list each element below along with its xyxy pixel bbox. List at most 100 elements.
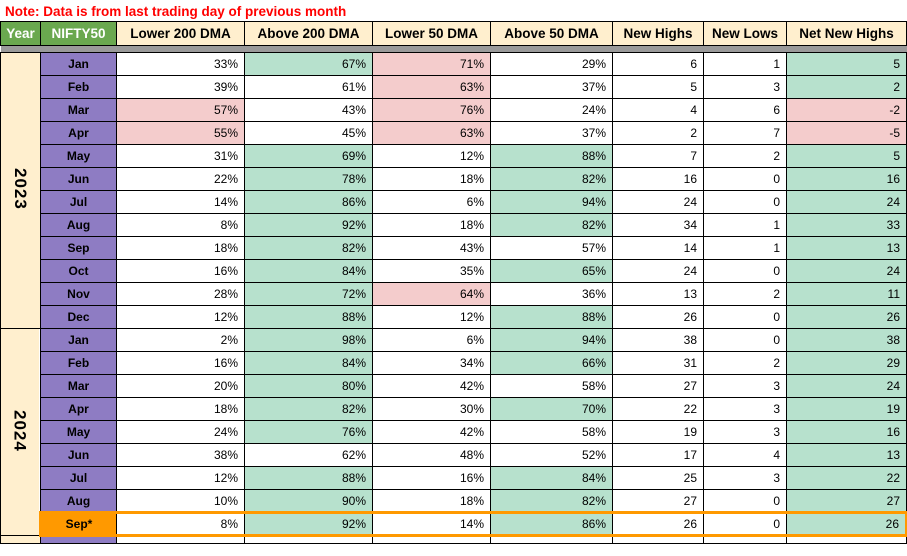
data-cell[interactable]: 76% bbox=[372, 98, 491, 122]
data-cell[interactable]: 0 bbox=[703, 328, 787, 352]
month-cell[interactable]: Apr bbox=[40, 121, 117, 145]
data-cell[interactable]: 63% bbox=[372, 75, 491, 99]
data-cell[interactable]: 14% bbox=[372, 511, 491, 537]
month-cell[interactable]: Dec bbox=[40, 305, 117, 329]
data-cell[interactable]: 90% bbox=[244, 489, 373, 513]
data-cell[interactable]: 24 bbox=[612, 190, 704, 214]
data-cell[interactable]: 7 bbox=[612, 144, 704, 168]
data-cell[interactable]: 33 bbox=[786, 213, 907, 237]
data-cell[interactable]: 26 bbox=[612, 511, 704, 537]
month-cell[interactable]: May bbox=[40, 420, 117, 444]
data-cell[interactable]: 3 bbox=[703, 420, 787, 444]
data-cell[interactable]: 24 bbox=[786, 259, 907, 283]
month-cell[interactable]: Jan bbox=[40, 328, 117, 352]
column-header-new-highs[interactable]: New Highs bbox=[612, 21, 704, 46]
data-cell[interactable]: 25 bbox=[612, 466, 704, 490]
data-cell[interactable]: 6 bbox=[612, 52, 704, 76]
data-cell[interactable]: 27 bbox=[612, 374, 704, 398]
data-cell[interactable]: 61% bbox=[244, 75, 373, 99]
month-cell[interactable]: Feb bbox=[40, 351, 117, 375]
data-cell[interactable]: 2 bbox=[703, 144, 787, 168]
data-cell[interactable]: 13 bbox=[786, 443, 907, 467]
data-cell[interactable]: 30% bbox=[372, 397, 491, 421]
data-cell[interactable]: 82% bbox=[490, 167, 613, 191]
month-cell[interactable]: Mar bbox=[40, 374, 117, 398]
data-cell[interactable]: 71% bbox=[372, 52, 491, 76]
data-cell[interactable]: 48% bbox=[372, 443, 491, 467]
data-cell[interactable]: 43% bbox=[372, 236, 491, 260]
data-cell[interactable]: 27 bbox=[612, 489, 704, 513]
partial-cell[interactable] bbox=[116, 535, 245, 544]
data-cell[interactable]: 22 bbox=[786, 466, 907, 490]
partial-cell[interactable] bbox=[612, 535, 704, 544]
month-cell[interactable]: Jan bbox=[40, 52, 117, 76]
data-cell[interactable]: 52% bbox=[490, 443, 613, 467]
data-cell[interactable]: 2 bbox=[612, 121, 704, 145]
data-cell[interactable]: 5 bbox=[612, 75, 704, 99]
month-cell[interactable]: Sep* bbox=[39, 511, 117, 537]
data-cell[interactable]: 19 bbox=[612, 420, 704, 444]
column-header-lower-200-dma[interactable]: Lower 200 DMA bbox=[116, 21, 245, 46]
month-cell[interactable]: Feb bbox=[40, 75, 117, 99]
data-cell[interactable]: 24% bbox=[116, 420, 245, 444]
data-cell[interactable]: 5 bbox=[786, 52, 907, 76]
data-cell[interactable]: 55% bbox=[116, 121, 245, 145]
data-cell[interactable]: 4 bbox=[703, 443, 787, 467]
month-cell[interactable]: Aug bbox=[40, 489, 117, 513]
data-cell[interactable]: 22 bbox=[612, 397, 704, 421]
data-cell[interactable]: 8% bbox=[116, 213, 245, 237]
data-cell[interactable]: 18% bbox=[116, 397, 245, 421]
month-cell[interactable]: Jun bbox=[40, 167, 117, 191]
data-cell[interactable]: 13 bbox=[612, 282, 704, 306]
data-cell[interactable]: 39% bbox=[116, 75, 245, 99]
data-cell[interactable]: 0 bbox=[703, 305, 787, 329]
data-cell[interactable]: 57% bbox=[490, 236, 613, 260]
data-cell[interactable]: 88% bbox=[244, 466, 373, 490]
column-header-net-new-highs[interactable]: Net New Highs bbox=[786, 21, 907, 46]
data-cell[interactable]: 92% bbox=[244, 511, 373, 537]
data-cell[interactable]: 35% bbox=[372, 259, 491, 283]
data-cell[interactable]: 2% bbox=[116, 328, 245, 352]
data-cell[interactable]: 82% bbox=[244, 397, 373, 421]
data-cell[interactable]: 24% bbox=[490, 98, 613, 122]
data-cell[interactable]: 1 bbox=[703, 213, 787, 237]
data-cell[interactable]: 3 bbox=[703, 397, 787, 421]
data-cell[interactable]: 14 bbox=[612, 236, 704, 260]
data-cell[interactable]: 14% bbox=[116, 190, 245, 214]
data-cell[interactable]: 20% bbox=[116, 374, 245, 398]
data-cell[interactable]: 28% bbox=[116, 282, 245, 306]
data-cell[interactable]: 3 bbox=[703, 75, 787, 99]
data-cell[interactable]: 88% bbox=[244, 305, 373, 329]
data-cell[interactable]: 6% bbox=[372, 328, 491, 352]
data-cell[interactable]: 33% bbox=[116, 52, 245, 76]
column-header-nifty50[interactable]: NIFTY50 bbox=[40, 21, 117, 46]
data-cell[interactable]: 12% bbox=[372, 305, 491, 329]
data-cell[interactable]: 2 bbox=[703, 282, 787, 306]
month-cell[interactable]: Apr bbox=[40, 397, 117, 421]
data-cell[interactable]: 80% bbox=[244, 374, 373, 398]
data-cell[interactable]: 45% bbox=[244, 121, 373, 145]
data-cell[interactable]: 26 bbox=[612, 305, 704, 329]
data-cell[interactable]: 12% bbox=[116, 466, 245, 490]
data-cell[interactable]: 10% bbox=[116, 489, 245, 513]
data-cell[interactable]: 64% bbox=[372, 282, 491, 306]
data-cell[interactable]: 26 bbox=[786, 305, 907, 329]
data-cell[interactable]: 13 bbox=[786, 236, 907, 260]
data-cell[interactable]: 24 bbox=[786, 374, 907, 398]
data-cell[interactable]: 34 bbox=[612, 213, 704, 237]
column-header-year[interactable]: Year bbox=[0, 21, 41, 46]
data-cell[interactable]: -5 bbox=[786, 121, 907, 145]
data-cell[interactable]: 3 bbox=[703, 466, 787, 490]
data-cell[interactable]: 1 bbox=[703, 52, 787, 76]
data-cell[interactable]: 76% bbox=[244, 420, 373, 444]
data-cell[interactable]: 88% bbox=[490, 305, 613, 329]
data-cell[interactable]: 29 bbox=[786, 351, 907, 375]
data-cell[interactable]: 63% bbox=[372, 121, 491, 145]
partial-cell[interactable] bbox=[703, 535, 787, 544]
partial-cell[interactable] bbox=[40, 535, 117, 544]
data-cell[interactable]: 36% bbox=[490, 282, 613, 306]
data-cell[interactable]: 19 bbox=[786, 397, 907, 421]
data-cell[interactable]: 84% bbox=[244, 351, 373, 375]
month-cell[interactable]: Sep bbox=[40, 236, 117, 260]
partial-cell[interactable] bbox=[786, 535, 907, 544]
